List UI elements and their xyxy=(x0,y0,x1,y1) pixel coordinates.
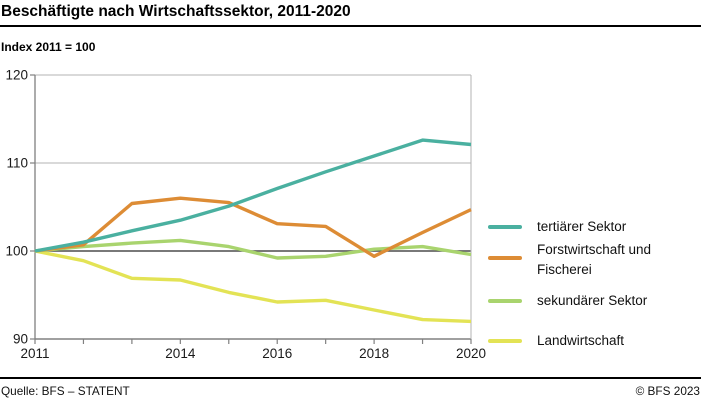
copyright-text: © BFS 2023 xyxy=(635,384,700,398)
legend-item-tertiaerer-sektor: tertiärer Sektor xyxy=(488,217,687,237)
legend-label-landwirtschaft: Landwirtschaft xyxy=(537,333,625,348)
y-axis-label: 110 xyxy=(6,156,28,171)
footer: Quelle: BFS – STATENT © BFS 2023 xyxy=(1,384,700,398)
legend-swatch-tertiaerer-sektor xyxy=(488,225,522,229)
x-axis-label: 2018 xyxy=(359,346,389,361)
footer-rule xyxy=(0,377,701,379)
legend-swatch-forstwirtschaft-fischerei xyxy=(488,256,522,260)
legend-swatch-sekundaerer-sektor xyxy=(488,299,522,303)
page-title: Beschäftigte nach Wirtschaftssektor, 201… xyxy=(1,3,351,20)
legend-label-sekundaerer-sektor: sekundärer Sektor xyxy=(537,293,648,308)
x-axis-label: 2016 xyxy=(262,346,292,361)
series-line-forstwirtschaft-und-fischerei xyxy=(34,196,472,258)
series-line-landwirtschaft xyxy=(34,249,472,324)
series-line-terti-rer-sektor xyxy=(34,138,472,253)
title-rule xyxy=(0,25,701,27)
source-text: Quelle: BFS – STATENT xyxy=(1,384,130,398)
x-axis-label: 2014 xyxy=(165,346,196,361)
legend-item-sekundaerer-sektor: sekundärer Sektor xyxy=(488,291,687,311)
index-note: Index 2011 = 100 xyxy=(1,40,96,54)
legend-item-forstwirtschaft-fischerei: Forstwirtschaft und Fischerei xyxy=(488,240,687,280)
line-chart: 90 100 110 120 2011 2014 2016 2018 2020 xyxy=(5,68,486,362)
legend-label-forstwirtschaft-fischerei: Forstwirtschaft und Fischerei xyxy=(537,242,652,277)
legend-swatch-landwirtschaft xyxy=(488,339,522,343)
x-axis-label: 2020 xyxy=(456,346,486,361)
x-axis-label: 2011 xyxy=(20,346,49,361)
chart-legend: tertiärer Sektor Forstwirtschaft und Fis… xyxy=(488,60,701,348)
series-line-sekund-rer-sektor xyxy=(34,238,472,260)
legend-label-tertiaerer-sektor: tertiärer Sektor xyxy=(537,219,627,234)
y-axis-label: 90 xyxy=(13,332,28,347)
y-axis-label: 100 xyxy=(5,244,28,259)
legend-item-landwirtschaft: Landwirtschaft xyxy=(488,331,687,351)
y-axis-label: 120 xyxy=(5,68,28,83)
